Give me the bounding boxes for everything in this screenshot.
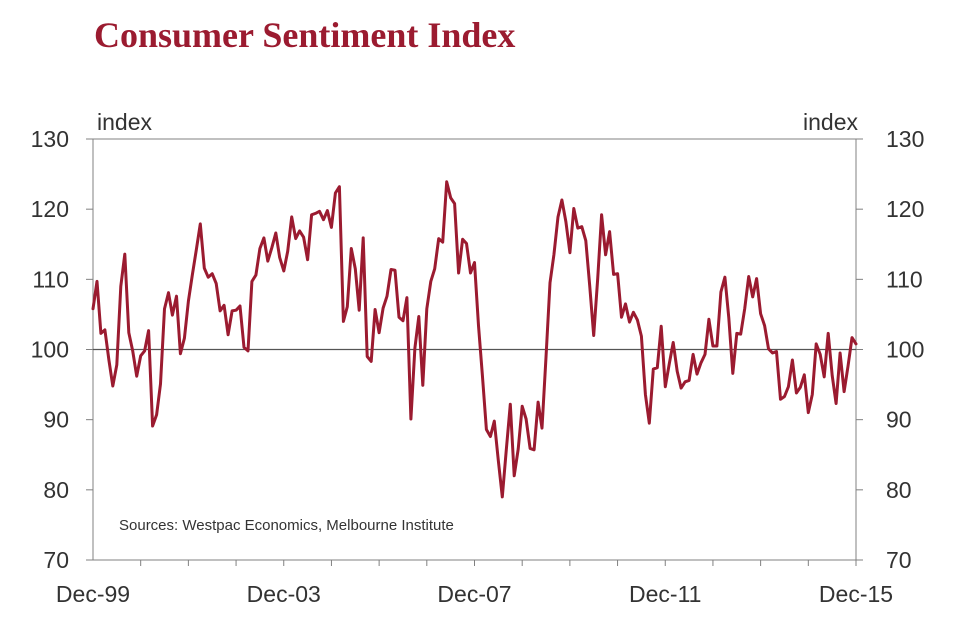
y-tick-label-left: 110 [32, 266, 69, 292]
y-tick-label-right: 90 [886, 407, 912, 433]
y-tick-label-left: 90 [43, 407, 69, 433]
y-axis-unit-left: index [97, 109, 152, 135]
y-tick-label-left: 100 [31, 337, 69, 363]
source-note: Sources: Westpac Economics, Melbourne In… [119, 517, 454, 534]
x-tick-label: Dec-11 [629, 581, 701, 607]
y-tick-label-right: 130 [886, 126, 924, 152]
y-tick-label-right: 100 [886, 337, 924, 363]
y-tick-label-left: 120 [31, 196, 69, 222]
chart-title: Consumer Sentiment Index [94, 15, 516, 55]
y-tick-label-left: 80 [43, 477, 69, 503]
y-tick-label-right: 120 [886, 196, 924, 222]
x-tick-label: Dec-99 [56, 581, 130, 607]
series-line-consumer-sentiment [91, 180, 858, 499]
y-axis-unit-right: index [803, 109, 858, 135]
x-tick-label: Dec-07 [437, 581, 511, 607]
y-tick-label-left: 130 [31, 126, 69, 152]
y-tick-label-right: 70 [886, 547, 912, 573]
y-tick-label-right: 80 [886, 477, 912, 503]
x-tick-label: Dec-15 [819, 581, 893, 607]
y-tick-label-left: 70 [43, 547, 69, 573]
y-tick-label-right: 110 [886, 266, 923, 292]
x-tick-label: Dec-03 [247, 581, 321, 607]
